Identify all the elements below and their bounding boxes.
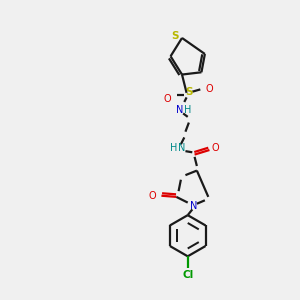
Text: H: H	[170, 143, 178, 153]
Text: S: S	[185, 87, 193, 97]
Text: N: N	[178, 143, 186, 153]
Text: O: O	[211, 143, 219, 153]
Text: S: S	[171, 31, 179, 41]
Text: N: N	[190, 201, 197, 211]
Text: O: O	[148, 191, 156, 201]
Text: O: O	[206, 84, 213, 94]
Text: H: H	[184, 105, 191, 115]
Text: N: N	[176, 105, 183, 115]
Text: Cl: Cl	[182, 270, 193, 280]
Text: O: O	[163, 94, 171, 103]
